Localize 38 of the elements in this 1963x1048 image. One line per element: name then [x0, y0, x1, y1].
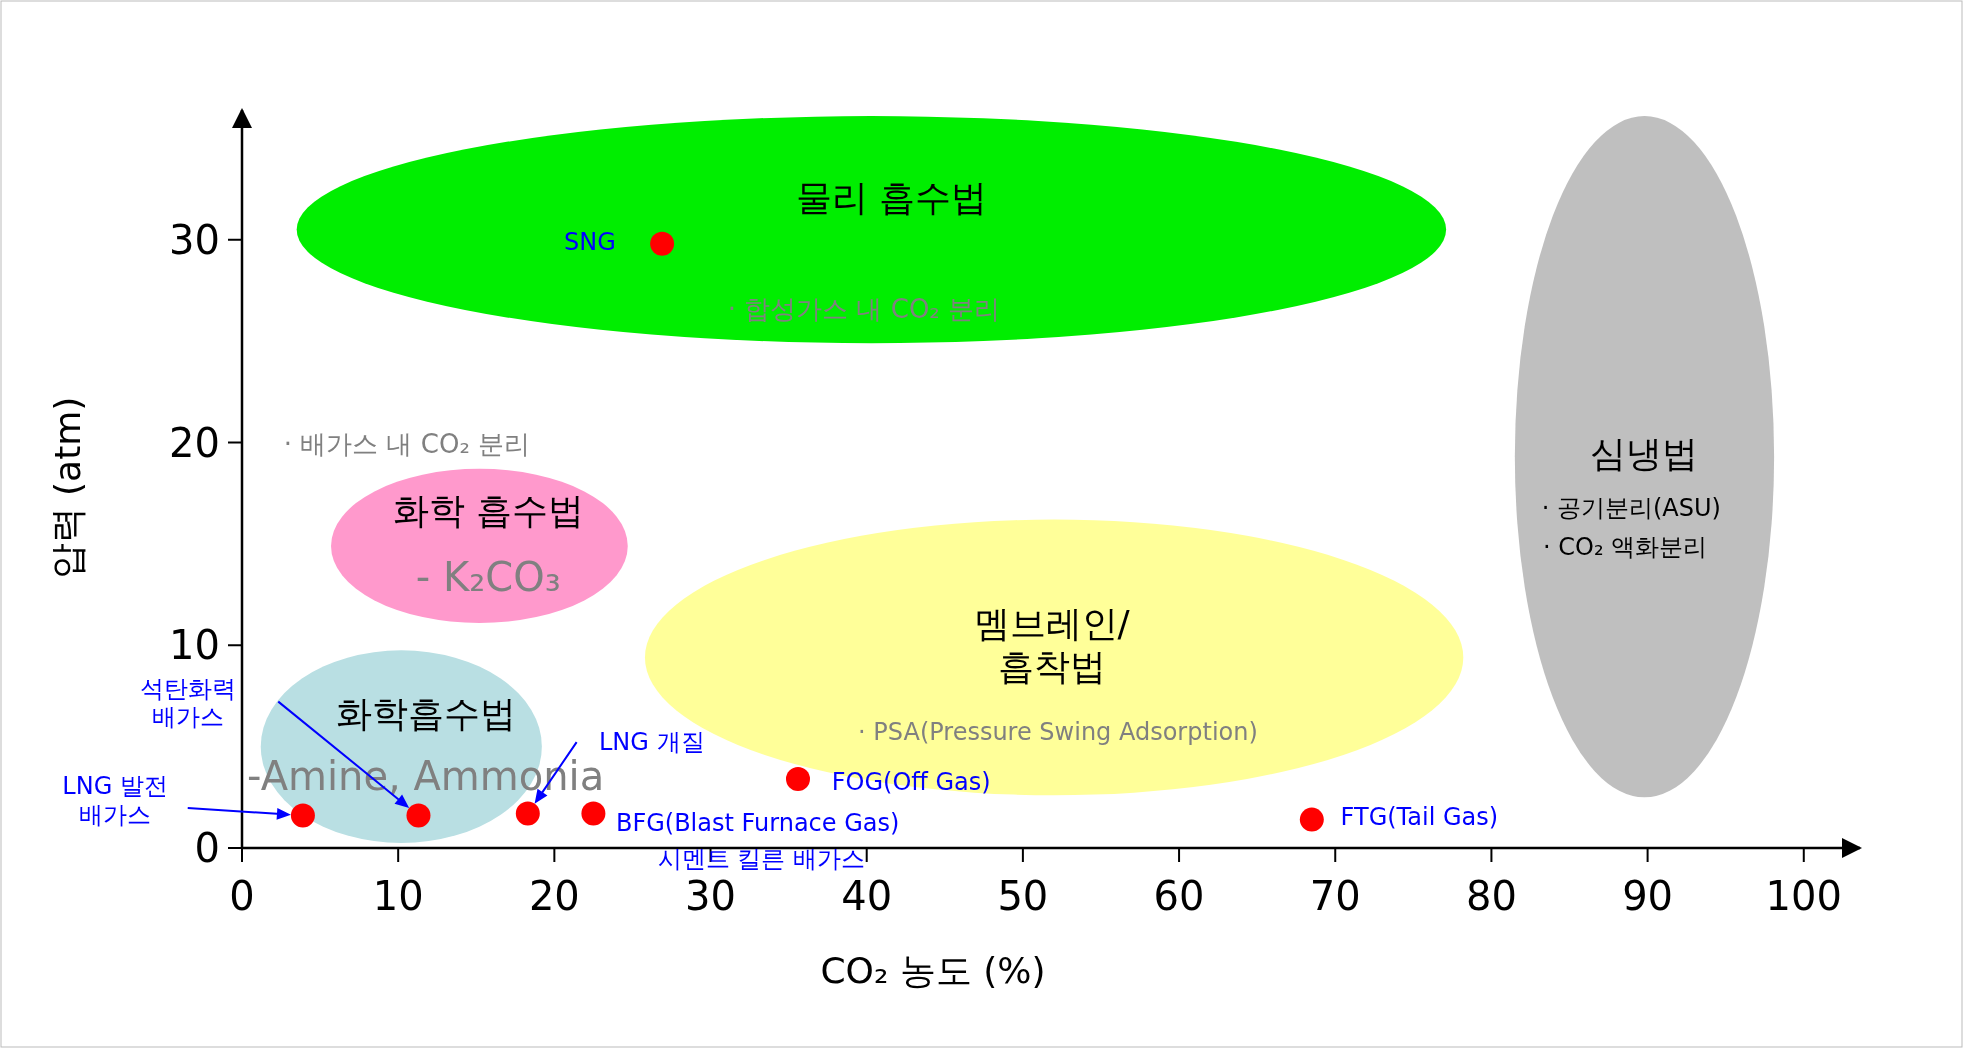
x-tick-label: 100: [1765, 873, 1842, 919]
x-tick-label: 70: [1309, 873, 1361, 919]
y-tick-label: 20: [169, 419, 220, 466]
point: [785, 767, 810, 792]
annotation: LNG 개질: [598, 727, 705, 756]
x-tick-label: 40: [841, 873, 893, 919]
point: [406, 803, 431, 828]
annotation: 화학 흡수법: [392, 490, 585, 532]
annotation: 화학흡수법: [335, 693, 516, 735]
x-tick-label: 50: [997, 873, 1049, 919]
point: [515, 801, 540, 826]
point: [290, 803, 315, 828]
annotation: · PSA(Pressure Swing Adsorption): [858, 717, 1258, 746]
text: 석탄화력 배가스: [140, 674, 237, 732]
y-tick-label: 0: [194, 825, 220, 871]
x-tick-label: 90: [1622, 873, 1674, 919]
x-tick-label: 80: [1465, 873, 1517, 919]
annotation: · 공기분리(ASU): [1541, 493, 1721, 522]
point: [1299, 807, 1324, 832]
x-tick-label: 30: [685, 873, 736, 919]
x-tick-label: 20: [528, 873, 580, 919]
y-tick-label: 10: [169, 622, 220, 669]
annotation: · 배가스 내 CO₂ 분리: [283, 429, 531, 460]
text: LNG 발전 배가스: [62, 772, 168, 830]
point: [650, 231, 675, 256]
point: [581, 801, 606, 826]
annotation: - K₂CO₃: [415, 553, 561, 600]
annotation: · 합성가스 내 CO₂ 분리: [727, 294, 1001, 325]
annotation: · CO₂ 액화분리: [1543, 532, 1708, 561]
annotation: 물리 흡수법: [795, 177, 988, 219]
annotation: 멤브레인/ 흡착법: [973, 603, 1131, 688]
y-axis-title: 압력 (atm): [47, 396, 88, 580]
x-tick-label: 60: [1153, 873, 1205, 919]
x-tick-label: 10: [372, 873, 424, 919]
annotation: 심냉법: [1589, 432, 1698, 474]
y-tick-label: 30: [169, 216, 220, 263]
x-tick-label: 0: [229, 873, 255, 919]
x-axis-title: CO₂ 농도 (%): [820, 950, 1046, 991]
